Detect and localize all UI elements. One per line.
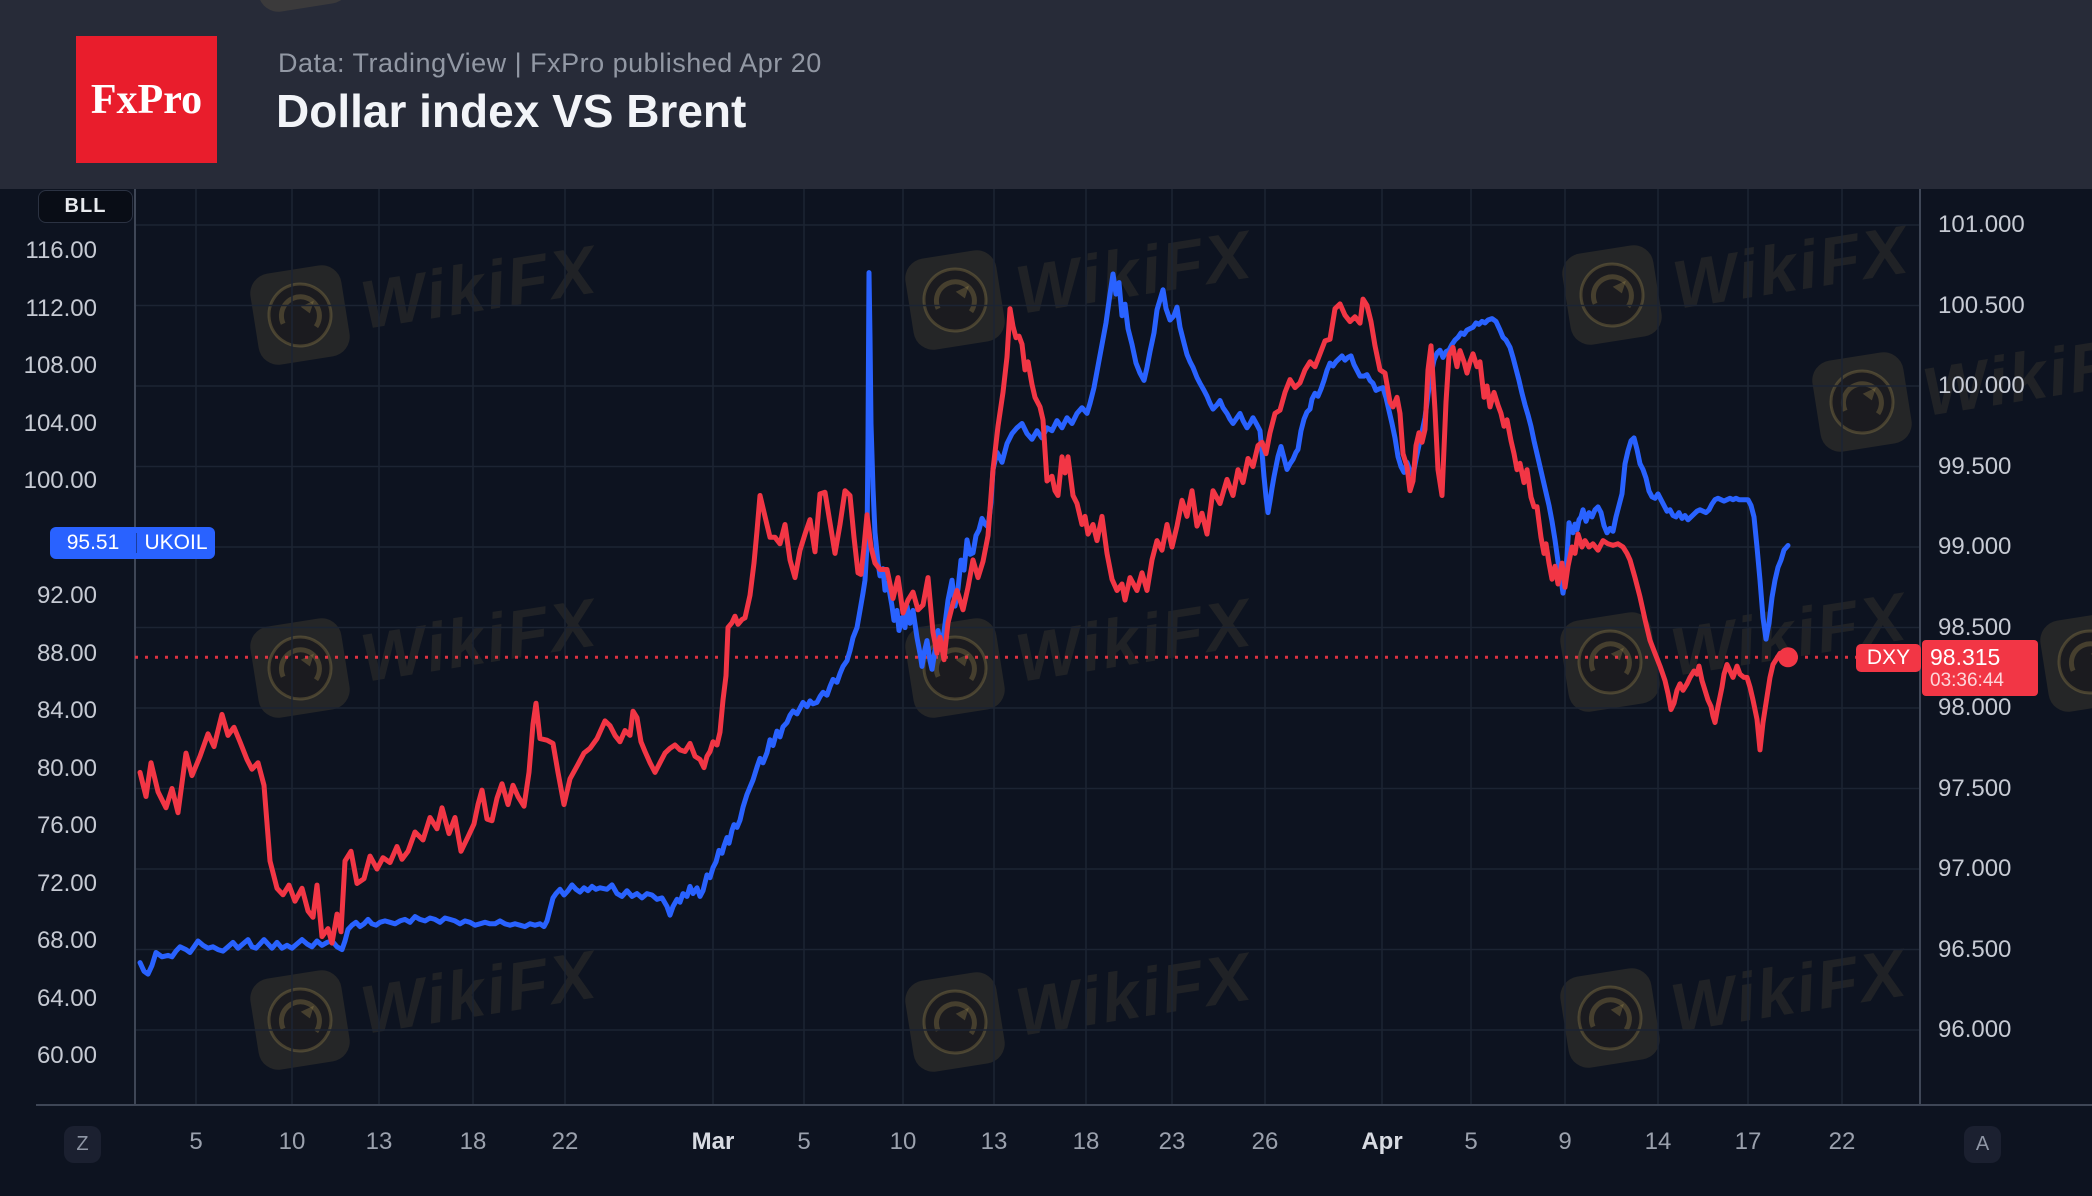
wikifx-watermark: WikiFX [1560, 934, 1914, 1068]
wikifx-watermark: WikiFX [905, 938, 1259, 1072]
header: FxPro Data: TradingView | FxPro publishe… [0, 0, 2092, 189]
symbol-badge-label: BLL [64, 195, 107, 217]
left-axis-label: 80.00 [36, 754, 97, 782]
right-axis-label: 99.500 [1938, 452, 2012, 480]
dxy-price: 98.315 [1930, 643, 2001, 670]
time-axis-label-13: 13 [980, 1128, 1008, 1155]
source-subtitle: Data: TradingView | FxPro published Apr … [278, 48, 822, 78]
dxy-series-tag: DXY [1856, 644, 1921, 672]
time-axis-label-17: 17 [1734, 1128, 1762, 1155]
wikifx-watermark: WikiFX [905, 216, 1259, 350]
right-axis-label: 99.000 [1938, 533, 2012, 560]
time-axis-label-26: 26 [1251, 1128, 1279, 1155]
zoom-out-label: Z [76, 1133, 89, 1155]
right-axis-label: 96.000 [1938, 1016, 2012, 1043]
dxy-last-price-label: 98.315 03:36:44 [1922, 640, 2038, 696]
fxpro-logo: FxPro [76, 36, 217, 163]
ukoil-last-price-label: 95.51 UKOIL [50, 527, 215, 559]
wikifx-watermark: WikiFX [1562, 211, 1916, 345]
svg-text:WikiFX: WikiFX [355, 231, 604, 344]
time-axis-label-23: 23 [1158, 1128, 1186, 1155]
left-axis-label: 92.00 [36, 582, 97, 609]
left-axis-label: 76.00 [36, 812, 97, 839]
time-axis-label-10: 10 [889, 1128, 917, 1155]
fxpro-logo-text: FxPro [90, 76, 203, 123]
right-axis-label: 97.500 [1938, 774, 2012, 802]
wikifx-watermark: WikiFX [250, 231, 604, 365]
wikifx-watermark: WikiFX [2040, 612, 2092, 712]
right-axis-label: 96.500 [1938, 935, 2012, 963]
svg-text:WikiFX: WikiFX [1010, 938, 1259, 1051]
time-axis-label-apr: Apr [1361, 1128, 1403, 1155]
ukoil-price: 95.51 [66, 531, 120, 554]
left-axis-label: 60.00 [36, 1042, 97, 1069]
right-axis-label: 97.000 [1938, 855, 2012, 882]
left-axis-label: 68.00 [36, 927, 97, 954]
wikifx-watermark: WikiFX [905, 584, 1259, 718]
ukoil-label-divider [136, 533, 137, 553]
time-axis-label-18: 18 [1072, 1128, 1100, 1155]
left-axis-label: 108.00 [23, 352, 97, 379]
svg-text:WikiFX: WikiFX [1010, 584, 1259, 697]
symbol-badge-bll[interactable]: BLL [38, 190, 133, 223]
right-axis-label: 100.000 [1938, 372, 2025, 399]
time-axis-label-5: 5 [1464, 1128, 1478, 1155]
left-axis-label: 84.00 [36, 697, 97, 724]
time-axis-label-18: 18 [459, 1128, 487, 1155]
ukoil-symbol: UKOIL [144, 531, 208, 554]
time-axis-label-10: 10 [278, 1128, 306, 1155]
wikifx-watermark: WikiFX [250, 584, 604, 718]
svg-text:WikiFX: WikiFX [1665, 934, 1914, 1047]
chart-series-lines [137, 270, 1798, 977]
chart-gridlines [135, 189, 1920, 1105]
time-axis-label-9: 9 [1558, 1128, 1572, 1155]
right-axis-label: 98.500 [1938, 613, 2012, 641]
svg-text:WikiFX: WikiFX [1665, 578, 1914, 691]
time-axis-label-5: 5 [797, 1128, 811, 1155]
svg-text:WikiFX: WikiFX [1010, 216, 1259, 329]
svg-text:WikiFX: WikiFX [355, 936, 604, 1049]
left-axis-label: 112.00 [25, 294, 97, 322]
left-axis-label: 104.00 [23, 409, 97, 437]
time-axis-label-22: 22 [1828, 1128, 1856, 1155]
time-axis-label-22: 22 [551, 1128, 579, 1155]
time-axis-label-mar: Mar [691, 1128, 735, 1155]
left-axis-label: 72.00 [36, 869, 97, 897]
left-axis-label: 64.00 [36, 984, 97, 1012]
left-axis-label: 88.00 [36, 639, 97, 667]
time-axis-label-5: 5 [189, 1128, 203, 1155]
zoom-out-button[interactable]: Z [64, 1126, 101, 1163]
time-axis-label-13: 13 [365, 1128, 393, 1155]
auto-scale-button[interactable]: A [1964, 1126, 2001, 1163]
series-line-dxy [137, 296, 1791, 946]
auto-scale-label: A [1975, 1133, 1990, 1155]
wikifx-watermark: WikiFX [250, 936, 604, 1070]
svg-text:WikiFX: WikiFX [1667, 211, 1916, 324]
series-end-dot-dxy [1778, 647, 1798, 668]
series-line-ukoil [137, 270, 1791, 977]
time-axis-label-14: 14 [1644, 1128, 1672, 1155]
right-axis-label: 100.500 [1938, 291, 2025, 319]
left-axis-label: 100.00 [23, 467, 97, 494]
chart-axis-lines [36, 189, 2092, 1106]
dxy-symbol: DXY [1866, 646, 1911, 669]
left-axis-label: 116.00 [25, 237, 97, 264]
wikifx-watermark: WikiFX [1560, 578, 1914, 712]
dxy-countdown-timer: 03:36:44 [1930, 670, 2004, 692]
right-axis-label: 98.000 [1938, 694, 2012, 721]
right-axis-label: 101.000 [1938, 211, 2025, 238]
page-title: Dollar index VS Brent [276, 85, 747, 137]
svg-text:WikiFX: WikiFX [355, 584, 604, 697]
